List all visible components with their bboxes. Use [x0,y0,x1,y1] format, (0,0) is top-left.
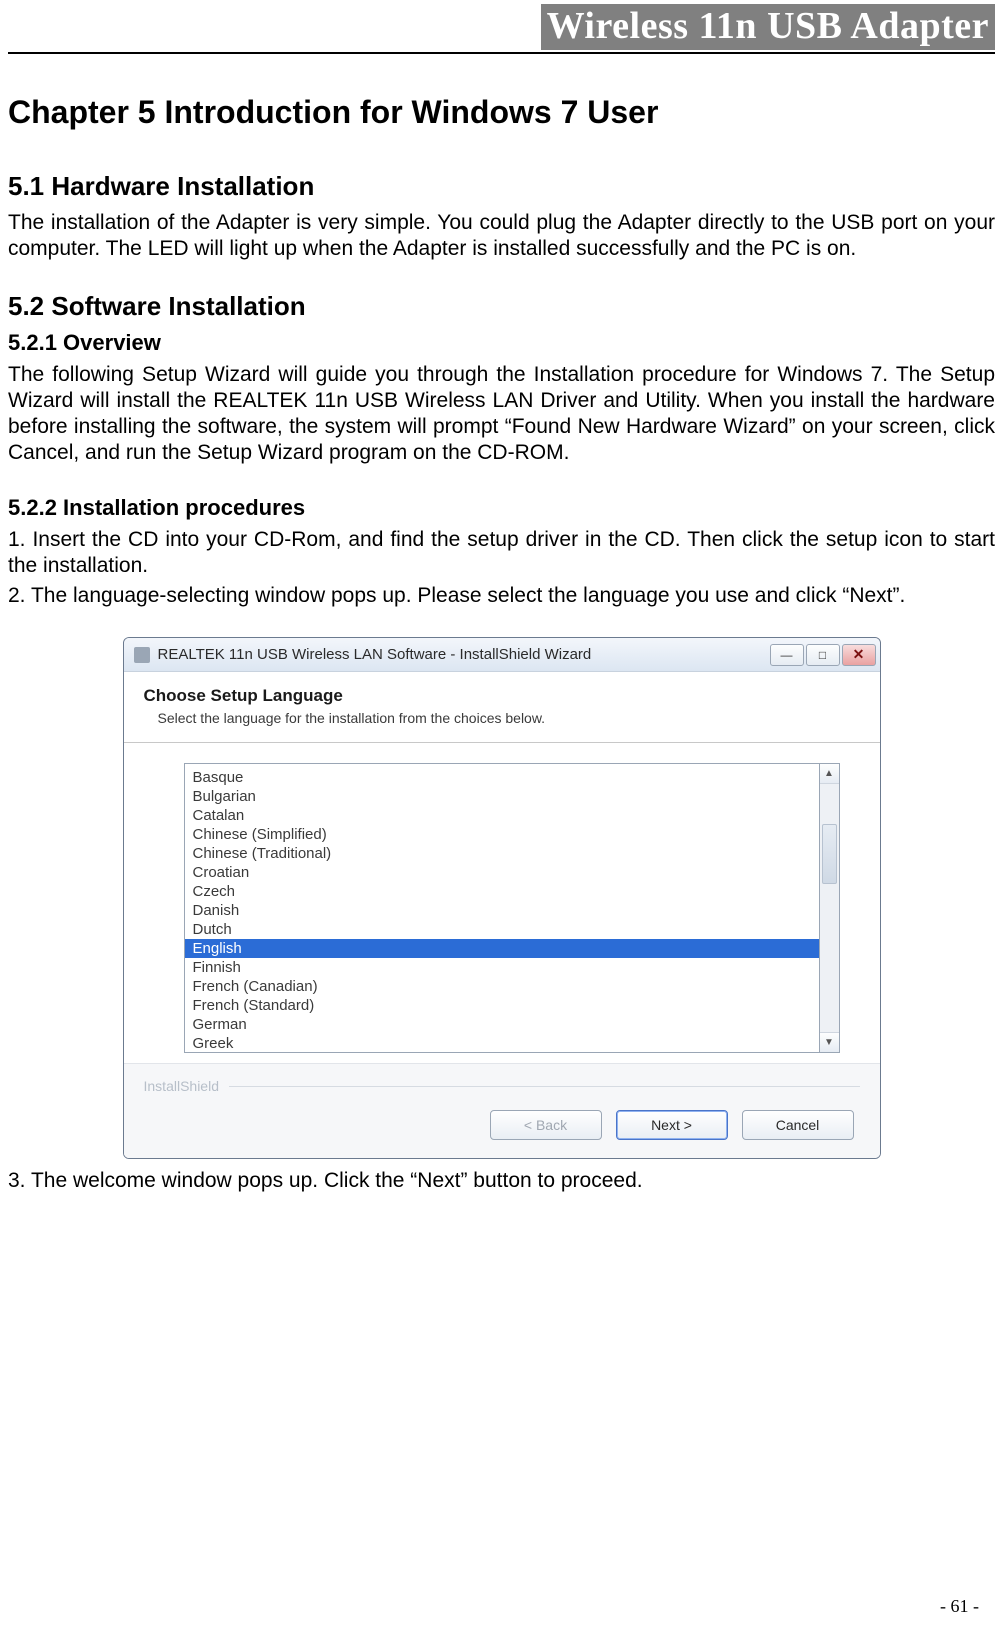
next-button[interactable]: Next > [616,1110,728,1140]
back-button[interactable]: < Back [490,1110,602,1140]
scroll-thumb[interactable] [822,824,837,884]
chapter-title: Chapter 5 Introduction for Windows 7 Use… [8,94,995,131]
language-option[interactable]: German [185,1015,819,1034]
language-option[interactable]: Bulgarian [185,787,819,806]
section-sw-overview-body: The following Setup Wizard will guide yo… [8,362,995,467]
language-option[interactable]: Finnish [185,958,819,977]
cancel-button[interactable]: Cancel [742,1110,854,1140]
dialog-footer: InstallShield < Back Next > Cancel [124,1063,880,1158]
proc-step-3: 3. The welcome window pops up. Click the… [8,1169,995,1193]
language-option[interactable]: French (Standard) [185,996,819,1015]
minimize-icon: — [781,648,793,662]
language-area: BasqueBulgarianCatalanChinese (Simplifie… [124,743,880,1063]
proc-step-2: 2. The language-selecting window pops up… [8,583,995,609]
content: Chapter 5 Introduction for Windows 7 Use… [0,54,1003,1193]
section-sw-overview-title: 5.2.1 Overview [8,330,995,356]
language-option[interactable]: Greek [185,1034,819,1053]
language-option[interactable]: Chinese (Simplified) [185,825,819,844]
doc-header: Wireless 11n USB Adapter [0,0,1003,50]
language-option[interactable]: English [185,939,819,958]
cancel-button-label: Cancel [776,1117,820,1133]
language-option[interactable]: Danish [185,901,819,920]
dialog-title-text: REALTEK 11n USB Wireless LAN Software - … [158,646,770,663]
close-icon: ✕ [853,646,865,663]
page-number: - 61 - [940,1596,979,1617]
chevron-up-icon: ▲ [824,768,834,779]
language-option[interactable]: Croatian [185,863,819,882]
minimize-button[interactable]: — [770,644,804,666]
close-button[interactable]: ✕ [842,644,876,666]
section-hw-title: 5.1 Hardware Installation [8,171,995,202]
installshield-dialog: REALTEK 11n USB Wireless LAN Software - … [123,637,881,1159]
language-option[interactable]: Chinese (Traditional) [185,844,819,863]
scroll-up-button[interactable]: ▲ [820,764,839,784]
scroll-track[interactable] [820,784,839,1032]
page: Wireless 11n USB Adapter Chapter 5 Intro… [0,0,1003,1631]
next-button-label: Next > [651,1117,692,1133]
window-buttons: — □ ✕ [770,644,876,666]
screenshot-wrap: REALTEK 11n USB Wireless LAN Software - … [8,637,995,1159]
language-option[interactable]: Dutch [185,920,819,939]
section-sw-proc-title: 5.2.2 Installation procedures [8,495,995,521]
scroll-down-button[interactable]: ▼ [820,1032,839,1052]
language-listbox[interactable]: BasqueBulgarianCatalanChinese (Simplifie… [184,763,820,1053]
section-hw-body: The installation of the Adapter is very … [8,210,995,263]
maximize-icon: □ [819,648,826,662]
dialog-titlebar[interactable]: REALTEK 11n USB Wireless LAN Software - … [124,638,880,672]
section-sw-title: 5.2 Software Installation [8,291,995,322]
back-button-label: < Back [524,1117,567,1133]
choose-language-subtitle: Select the language for the installation… [158,710,860,726]
choose-language-panel: Choose Setup Language Select the languag… [124,672,880,742]
footer-brand-row: InstallShield [144,1078,860,1094]
maximize-button[interactable]: □ [806,644,840,666]
dialog-favicon-icon [134,647,150,663]
footer-brand: InstallShield [144,1078,220,1094]
chevron-down-icon: ▼ [824,1037,834,1048]
language-option[interactable]: Basque [185,768,819,787]
product-title: Wireless 11n USB Adapter [541,4,995,50]
language-scrollbar[interactable]: ▲ ▼ [820,763,840,1053]
footer-buttons: < Back Next > Cancel [144,1110,860,1140]
language-option[interactable]: Catalan [185,806,819,825]
language-option[interactable]: Czech [185,882,819,901]
choose-language-title: Choose Setup Language [144,686,860,706]
language-option[interactable]: French (Canadian) [185,977,819,996]
dialog-body: Choose Setup Language Select the languag… [124,672,880,1158]
footer-separator [229,1086,860,1087]
proc-step-1: 1. Insert the CD into your CD-Rom, and f… [8,527,995,580]
